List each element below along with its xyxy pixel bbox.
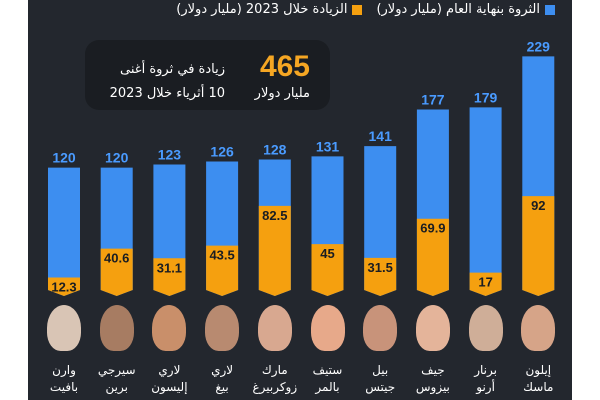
name-line: برنار: [474, 363, 497, 377]
label-increase: 82.5: [262, 208, 287, 223]
label-increase: 12.3: [51, 279, 76, 294]
bar-increase: [258, 205, 291, 296]
label-total: 123: [158, 147, 182, 163]
name-line: أرنو: [476, 380, 495, 394]
name-line: لاري: [158, 363, 181, 377]
label-increase: 17: [478, 275, 492, 290]
legend-label: الثروة بنهاية العام (مليار دولار): [376, 2, 540, 17]
person-name: إيلون ماسك: [510, 362, 566, 396]
label-total: 126: [210, 143, 234, 159]
name-line: ماسك: [523, 380, 554, 394]
label-increase: 43.5: [209, 248, 234, 263]
label-increase: 92: [531, 198, 545, 213]
label-total: 177: [421, 91, 445, 107]
person-name: لاري بيغ: [194, 362, 250, 396]
name-line: بافيت: [49, 380, 79, 394]
person-photo: [47, 305, 81, 351]
label-increase: 40.6: [104, 251, 129, 266]
label-total: 141: [369, 128, 393, 144]
person-photo: [205, 305, 240, 351]
label-total: 128: [263, 141, 287, 157]
label-increase: 69.9: [420, 221, 445, 236]
bar-increase: [206, 245, 239, 296]
name-line: جيف: [421, 363, 445, 377]
label-total: 120: [105, 150, 129, 166]
bar-increase: [469, 272, 502, 296]
person-photo: [363, 305, 398, 351]
name-line: وارن: [52, 363, 76, 377]
person-name: مارك زوكربيرغ: [247, 362, 303, 396]
label-increase: 45: [320, 246, 334, 261]
callout-box: 465 زيادة في ثروة أغنى مليار دولار 10 أث…: [85, 40, 330, 110]
callout-unit: مليار دولار: [254, 86, 310, 101]
person-name: بيل جيتس: [352, 362, 408, 396]
bar-increase: [153, 258, 186, 296]
label-total: 229: [527, 38, 551, 54]
legend: الثروة بنهاية العام (مليار دولار) الزياد…: [176, 2, 555, 18]
label-total: 131: [316, 138, 340, 154]
callout-line1: زيادة في ثروة أغنى: [120, 62, 225, 77]
name-line: سيرجي: [97, 363, 136, 377]
label-increase: 31.5: [368, 260, 393, 275]
callout-line2: 10 أثرياء خلال 2023: [109, 86, 225, 101]
legend-label: الزيادة خلال 2023 (مليار دولار): [176, 2, 348, 17]
name-line: مارك: [261, 363, 288, 377]
person-name: لاري إليسون: [141, 362, 197, 396]
name-line: بيزوس: [415, 380, 450, 394]
name-line: برين: [105, 380, 128, 394]
name-line: بيل: [372, 363, 389, 377]
name-line: جيتس: [365, 380, 396, 394]
person-photo: [468, 305, 503, 351]
person-name: سيرجي برين: [89, 362, 145, 396]
label-total: 179: [474, 89, 498, 105]
name-line: بالمر: [315, 380, 340, 394]
person-name: وارن بافيت: [36, 362, 92, 396]
bar-total: [469, 107, 502, 296]
bar-increase: [48, 277, 80, 296]
label-total: 120: [52, 150, 76, 166]
bar-increase: [100, 248, 133, 296]
person-photo: [415, 305, 450, 351]
legend-item-wealth: الثروة بنهاية العام (مليار دولار): [376, 2, 555, 18]
person-photo: [257, 305, 292, 351]
legend-item-increase: الزيادة خلال 2023 (مليار دولار): [176, 2, 363, 18]
person-name: جيف بيزوس: [405, 362, 461, 396]
bar-increase: [364, 257, 397, 296]
name-line: بيغ: [215, 380, 229, 394]
bar-increase: [416, 218, 449, 296]
person-name: برنار أرنو: [458, 362, 514, 396]
name-line: لاري: [211, 363, 234, 377]
label-increase: 31.1: [157, 260, 182, 275]
name-line: زوكربيرغ: [252, 380, 298, 394]
legend-swatch-blue: [545, 5, 555, 15]
person-name: ستيف بالمر: [300, 362, 356, 396]
person-photo: [152, 305, 187, 351]
bar-increase: [522, 196, 555, 296]
person-photo: [310, 305, 345, 351]
person-photo: [521, 305, 556, 351]
name-line: إليسون: [151, 380, 188, 394]
callout-value: 465: [259, 50, 310, 83]
legend-swatch-orange: [352, 5, 363, 15]
name-line: إيلون: [525, 363, 552, 377]
name-line: ستيف: [312, 363, 343, 377]
bar-total: [48, 167, 80, 296]
bar-increase: [311, 244, 344, 296]
person-photo: [99, 305, 134, 351]
